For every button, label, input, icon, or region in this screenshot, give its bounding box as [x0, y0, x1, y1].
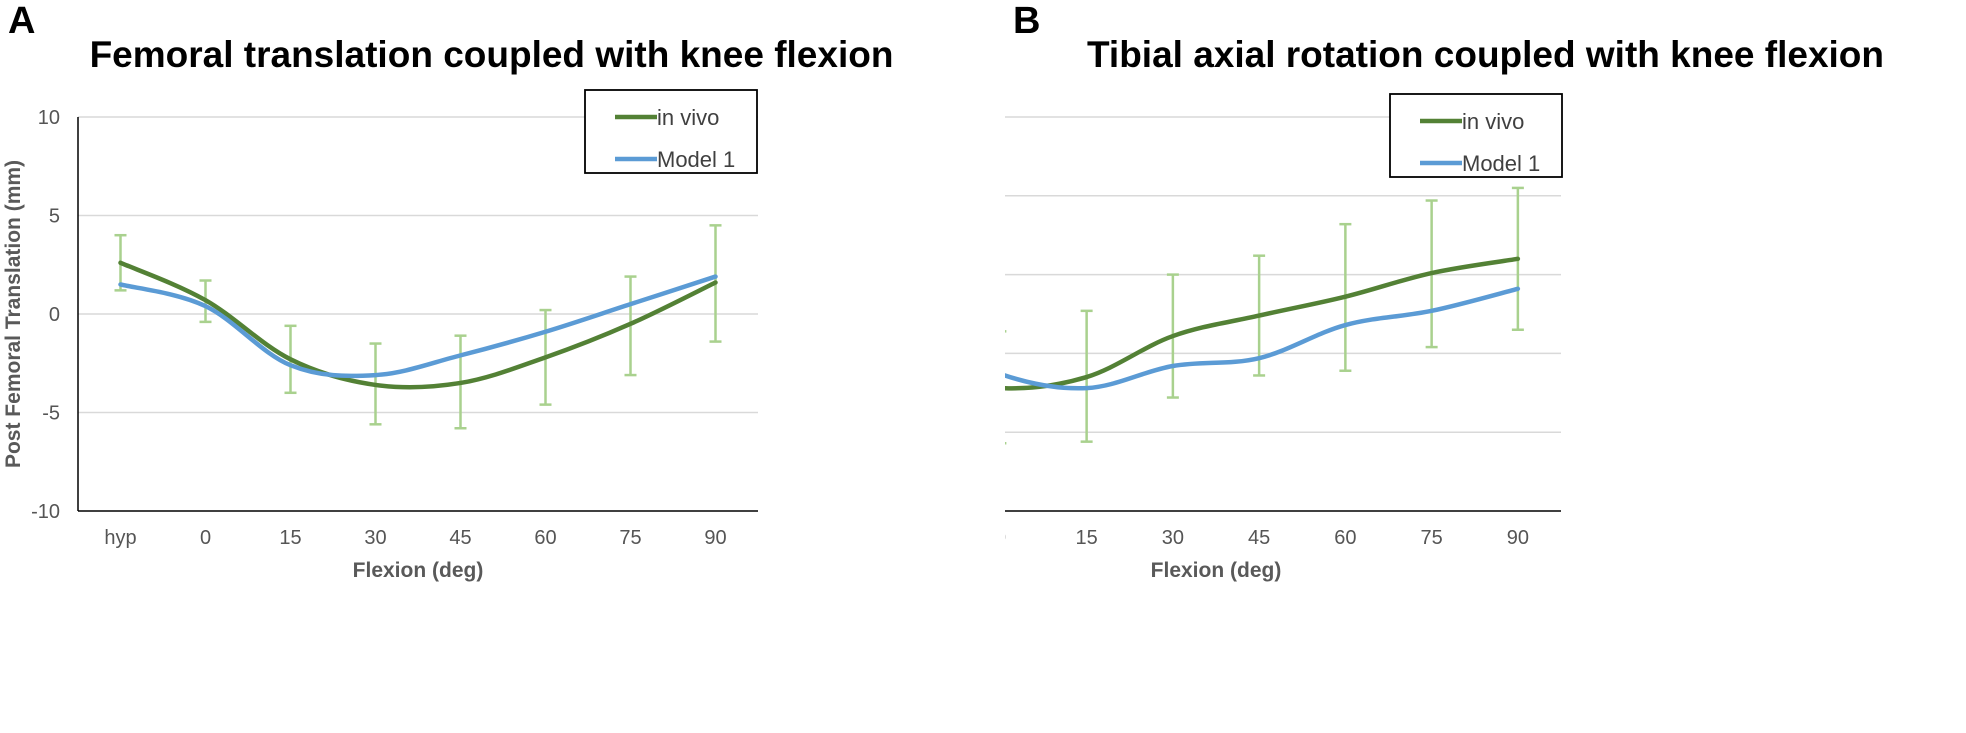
legend-box [1389, 93, 1563, 178]
x-tick-label: 90 [1507, 527, 1529, 549]
x-tick-label: 0 [200, 527, 211, 549]
series-line-in-vivo [118, 260, 718, 390]
legend-box [584, 89, 758, 174]
x-tick-label: 30 [364, 527, 386, 549]
y-tick-label: 5 [49, 206, 60, 228]
x-tick-label: 75 [619, 527, 641, 549]
y-tick-label: -5 [42, 403, 60, 425]
x-tick-label: 15 [279, 527, 301, 549]
x-tick-label: 45 [1248, 527, 1270, 549]
legend-label: Model 1 [1462, 151, 1540, 176]
y-tick-label: -10 [31, 501, 60, 523]
x-tick-label: 60 [1334, 527, 1356, 549]
chart-title: Femoral translation coupled with knee fl… [89, 34, 894, 75]
x-tick-label: 15 [1076, 527, 1098, 549]
y-tick-label: 0 [49, 304, 60, 326]
series-line-model-1 [1005, 286, 1521, 391]
panel-letter: B [1013, 0, 1041, 42]
chart-plot-group: 20151050-5hyp0153045607590Flexion (deg)I… [1005, 93, 1563, 582]
x-tick-label: 75 [1421, 527, 1443, 549]
x-axis-title: Flexion (deg) [1151, 559, 1282, 582]
chart-svg: 20151050-5hyp0153045607590Flexion (deg)I… [1005, 93, 1563, 582]
chart-panel-b: B Tibial axial rotation coupled with kne… [1005, 0, 1966, 733]
legend-label: in vivo [1462, 109, 1524, 134]
panel-letter: A [8, 0, 36, 42]
legend-label: Model 1 [657, 147, 735, 172]
x-tick-label: 0 [1005, 527, 1006, 549]
y-axis-title: Post Femoral Translation (mm) [2, 160, 25, 468]
chart-panel-a: A Femoral translation coupled with knee … [2, 0, 894, 582]
x-tick-label: 45 [449, 527, 471, 549]
x-tick-label: hyp [104, 527, 136, 549]
x-tick-label: 60 [534, 527, 556, 549]
series-line-in-vivo [1005, 256, 1521, 391]
x-axis-title: Flexion (deg) [353, 559, 484, 582]
y-tick-label: 10 [38, 107, 60, 129]
chart-svg: 10 5 0 -5 -10 hyp 0 15 30 45 60 75 90 Flexion (deg) Po… [2, 89, 758, 582]
legend-label: in vivo [657, 105, 719, 130]
series-line-model-1 [118, 274, 718, 379]
chart-title: Tibial axial rotation coupled with knee … [1086, 34, 1885, 75]
x-tick-label: 90 [704, 527, 726, 549]
x-tick-label: 30 [1162, 527, 1184, 549]
